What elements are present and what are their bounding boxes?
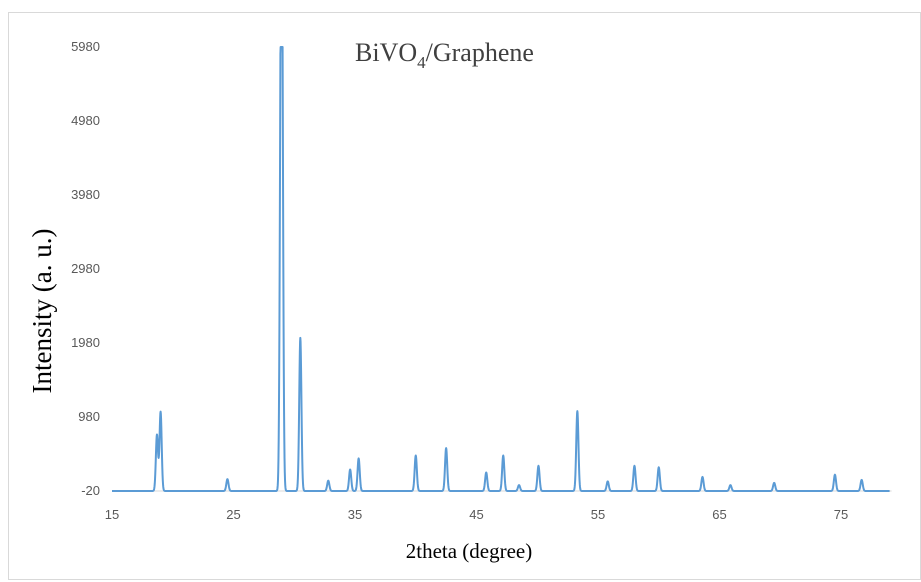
x-tick-label: 75 bbox=[834, 507, 848, 522]
x-axis-tick-labels: 15 25 35 45 55 65 75 bbox=[105, 507, 848, 522]
series-line bbox=[111, 46, 891, 492]
chart-title-rest: /Graphene bbox=[426, 38, 534, 67]
y-tick-label: 1980 bbox=[71, 335, 100, 350]
y-axis-title: Intensity (a. u.) bbox=[27, 229, 57, 394]
chart-title-main: BiVO bbox=[355, 38, 417, 67]
x-tick-label: 65 bbox=[712, 507, 726, 522]
y-tick-label: 980 bbox=[78, 409, 100, 424]
xrd-line-chart: BiVO4/Graphene -20 980 1980 2980 3980 4980 598… bbox=[27, 38, 892, 563]
y-tick-label: 5980 bbox=[71, 39, 100, 54]
x-tick-label: 15 bbox=[105, 507, 119, 522]
chart-frame: BiVO4/Graphene -20 980 1980 2980 3980 4980 598… bbox=[8, 12, 921, 580]
x-tick-label: 55 bbox=[591, 507, 605, 522]
x-axis-title: 2theta (degree) bbox=[406, 539, 533, 563]
x-tick-label: 45 bbox=[469, 507, 483, 522]
y-tick-label: 2980 bbox=[71, 261, 100, 276]
x-tick-label: 25 bbox=[226, 507, 240, 522]
chart-title-subscript: 4 bbox=[417, 53, 426, 72]
y-tick-label: -20 bbox=[81, 483, 100, 498]
y-axis-tick-labels: -20 980 1980 2980 3980 4980 5980 bbox=[71, 39, 100, 498]
x-tick-label: 35 bbox=[348, 507, 362, 522]
y-tick-label: 3980 bbox=[71, 187, 100, 202]
y-tick-label: 4980 bbox=[71, 113, 100, 128]
chart-title: BiVO4/Graphene bbox=[355, 38, 534, 72]
